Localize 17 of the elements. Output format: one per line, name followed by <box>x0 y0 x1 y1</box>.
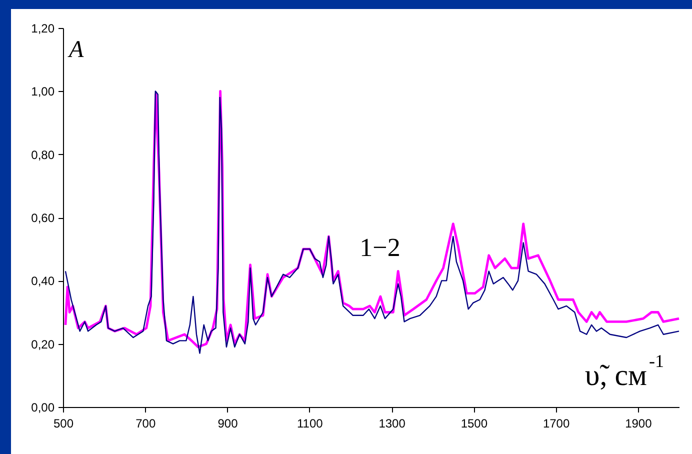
x-tick-label: 700 <box>136 416 156 430</box>
x-tick-label: 1900 <box>625 416 652 430</box>
y-tick-label: 0,60 <box>31 211 55 225</box>
x-tick-label: 500 <box>53 416 74 430</box>
x-tick-label: 1700 <box>542 416 570 430</box>
annotation: 1−2 <box>360 233 400 262</box>
y-tick-label: 0,00 <box>31 400 55 414</box>
x-tick-label: 1100 <box>296 416 324 430</box>
y-tick-label: 0,80 <box>31 148 55 162</box>
y-tick-label: 1,20 <box>31 22 55 36</box>
y-tick-label: 0,40 <box>31 274 55 288</box>
x-tick-label: 1300 <box>378 416 406 430</box>
x-tick-label: 1500 <box>460 416 488 430</box>
y-tick-label: 1,00 <box>31 84 55 99</box>
x-tick-label: 900 <box>218 416 238 430</box>
y-tick-label: 0,20 <box>31 337 55 352</box>
y-axis-title: A <box>67 37 84 63</box>
